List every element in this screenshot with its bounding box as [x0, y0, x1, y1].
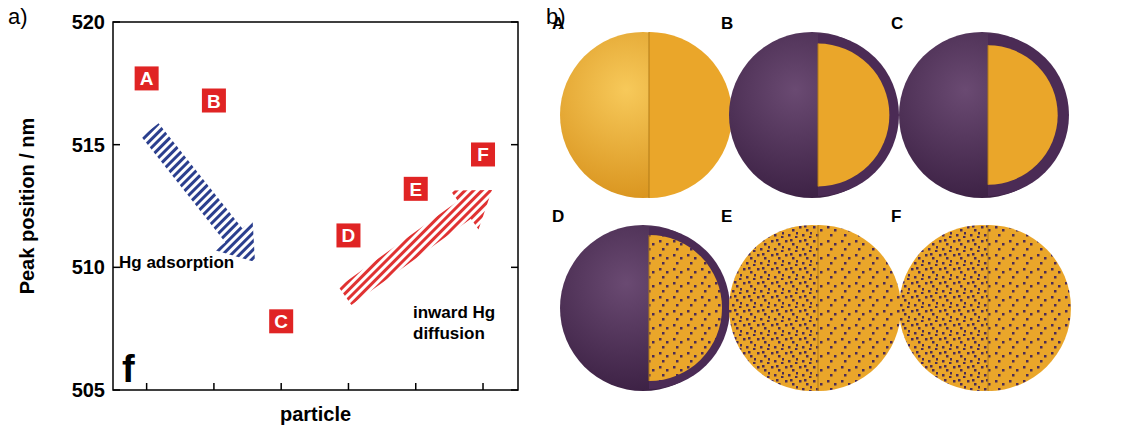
sphere-label: A — [552, 14, 564, 33]
annotation-line: diffusion — [413, 324, 485, 343]
marks — [135, 66, 495, 333]
point-label: D — [342, 225, 356, 246]
y-tick — [113, 21, 120, 23]
x-tick — [146, 383, 148, 390]
sphere-label: B — [721, 14, 733, 33]
y-tick-label: 520 — [72, 11, 105, 33]
x-tick — [213, 383, 215, 390]
cut-edge — [818, 44, 819, 187]
x-tick — [280, 383, 282, 390]
core-section — [988, 225, 1071, 391]
sphere-label: D — [552, 207, 564, 226]
core-section — [818, 225, 901, 391]
point — [471, 142, 495, 166]
sphere-label: F — [891, 207, 901, 226]
panel-label: a) — [8, 4, 28, 29]
y-axis-title: Peak position / nm — [16, 118, 38, 295]
core-section — [988, 45, 1058, 184]
cut-edge — [649, 32, 650, 198]
point-label: B — [207, 91, 221, 112]
shell-section — [649, 227, 730, 389]
shell-section — [818, 34, 899, 196]
cut-edge — [988, 225, 989, 391]
core-section — [818, 44, 889, 187]
y-tick-label: 505 — [72, 379, 105, 401]
point-label: F — [477, 144, 489, 165]
arrow — [339, 190, 492, 305]
y-tick-right — [511, 267, 518, 269]
point — [269, 309, 293, 333]
annotation: Hg adsorption — [119, 253, 234, 272]
point — [336, 223, 360, 247]
x-axis-title: particle — [280, 403, 351, 425]
annotation-line: inward Hg — [413, 303, 495, 322]
cut-edge — [649, 235, 650, 381]
x-tick — [348, 383, 350, 390]
mark-labels: A B C D E F — [140, 68, 489, 332]
y-tick-right — [511, 144, 518, 146]
point — [135, 66, 159, 90]
y-tick — [113, 144, 120, 146]
plot-frame — [113, 22, 518, 390]
sphere-label: C — [891, 14, 903, 33]
arrow — [141, 123, 255, 262]
point — [404, 177, 428, 201]
core-section — [649, 32, 732, 198]
sphere-label: E — [721, 207, 732, 226]
cut-edge — [988, 45, 989, 184]
point-label: E — [409, 179, 422, 200]
y-tick-label: 510 — [72, 256, 105, 278]
y-tick-right — [511, 21, 518, 23]
cut-edge — [818, 225, 819, 391]
annotation: f — [122, 348, 135, 390]
point-label: C — [274, 311, 288, 332]
core-section — [649, 235, 722, 381]
x-tick — [415, 383, 417, 390]
annotation: inward Hg diffusion — [413, 303, 495, 343]
x-tick — [482, 383, 484, 390]
point — [202, 89, 226, 113]
shell-section — [988, 34, 1069, 196]
y-tick — [113, 389, 120, 391]
y-tick-right — [511, 389, 518, 391]
y-tick-label: 515 — [72, 134, 105, 156]
figure: a) 505 510 515 520 Peak position / nm particle… — [0, 0, 1145, 429]
point-label: A — [140, 68, 154, 89]
